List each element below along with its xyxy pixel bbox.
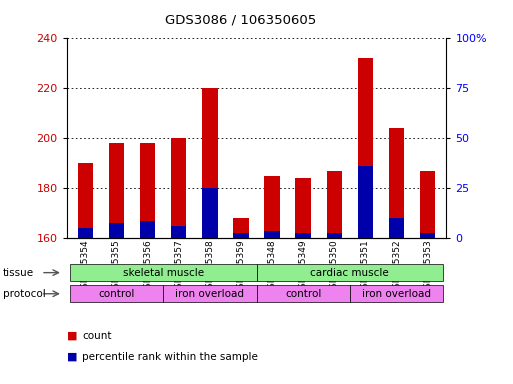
Text: protocol: protocol xyxy=(3,289,45,299)
Bar xyxy=(163,285,256,303)
Text: tissue: tissue xyxy=(3,268,34,278)
Text: count: count xyxy=(82,331,112,341)
Text: percentile rank within the sample: percentile rank within the sample xyxy=(82,352,258,362)
Text: iron overload: iron overload xyxy=(362,289,431,299)
Text: control: control xyxy=(285,289,321,299)
Bar xyxy=(264,230,280,238)
Bar xyxy=(350,285,443,303)
Bar xyxy=(140,220,155,238)
Bar xyxy=(420,233,436,238)
Bar xyxy=(171,138,187,238)
Bar xyxy=(77,163,93,238)
Bar xyxy=(109,223,124,238)
Text: cardiac muscle: cardiac muscle xyxy=(310,268,389,278)
Text: ■: ■ xyxy=(67,331,77,341)
Text: ■: ■ xyxy=(67,352,77,362)
Text: GDS3086 / 106350605: GDS3086 / 106350605 xyxy=(166,13,317,26)
Bar xyxy=(233,233,249,238)
Bar xyxy=(358,166,373,238)
Bar xyxy=(326,233,342,238)
Text: iron overload: iron overload xyxy=(175,289,244,299)
Text: control: control xyxy=(98,289,135,299)
Bar xyxy=(295,233,311,238)
Bar xyxy=(77,228,93,238)
Bar xyxy=(358,58,373,238)
Bar xyxy=(171,225,187,238)
Bar xyxy=(202,188,218,238)
Bar xyxy=(264,175,280,238)
Bar xyxy=(389,128,404,238)
Bar xyxy=(389,218,404,238)
Bar xyxy=(295,178,311,238)
Bar xyxy=(109,143,124,238)
Bar xyxy=(140,143,155,238)
Text: skeletal muscle: skeletal muscle xyxy=(123,268,204,278)
Bar xyxy=(233,218,249,238)
Bar xyxy=(70,264,256,281)
Bar xyxy=(256,264,443,281)
Bar xyxy=(420,170,436,238)
Bar xyxy=(202,88,218,238)
Bar xyxy=(256,285,350,303)
Bar xyxy=(70,285,163,303)
Bar xyxy=(326,170,342,238)
